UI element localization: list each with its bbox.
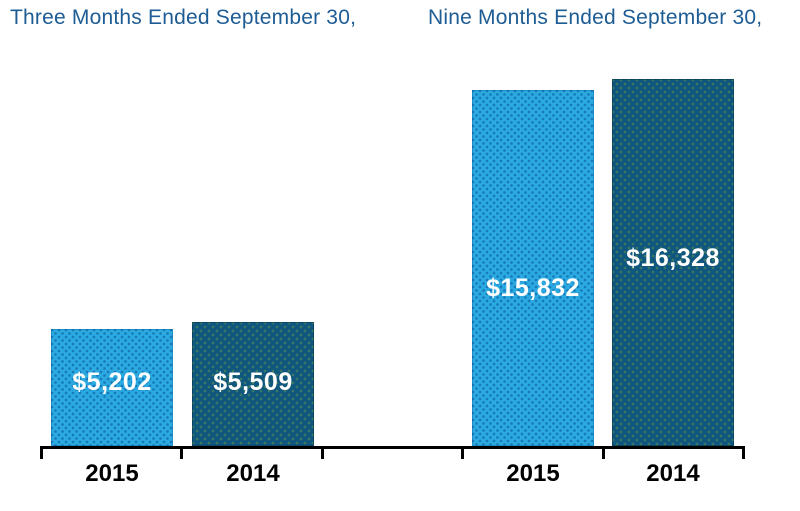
x-axis-label-three-months-2015: 2015	[85, 460, 139, 487]
x-axis-label-three-months-2014: 2014	[226, 460, 280, 487]
x-axis-label-nine-months-2015: 2015	[506, 460, 560, 487]
bar-value-label-three-months-2014: $5,509	[213, 368, 293, 396]
bar-nine-months-2015	[472, 90, 594, 446]
bar-nine-months-2014	[612, 79, 734, 446]
bar-three-months-2014	[192, 322, 314, 446]
chart-title-three-months: Three Months Ended September 30,	[10, 6, 357, 29]
x-axis-tick	[602, 446, 605, 459]
bar-value-label-nine-months-2015: $15,832	[486, 274, 580, 302]
x-axis-tick	[461, 446, 464, 459]
x-axis-tick	[742, 446, 745, 459]
x-axis-tick	[40, 446, 43, 459]
chart-title-nine-months: Nine Months Ended September 30,	[428, 6, 763, 29]
x-axis-tick	[321, 446, 324, 459]
x-axis-tick	[180, 446, 183, 459]
x-axis-label-nine-months-2014: 2014	[646, 460, 700, 487]
x-axis-line	[40, 446, 745, 449]
bar-value-label-nine-months-2014: $16,328	[626, 244, 720, 272]
bar-value-label-three-months-2015: $5,202	[72, 368, 152, 396]
bar-three-months-2015	[51, 329, 173, 446]
